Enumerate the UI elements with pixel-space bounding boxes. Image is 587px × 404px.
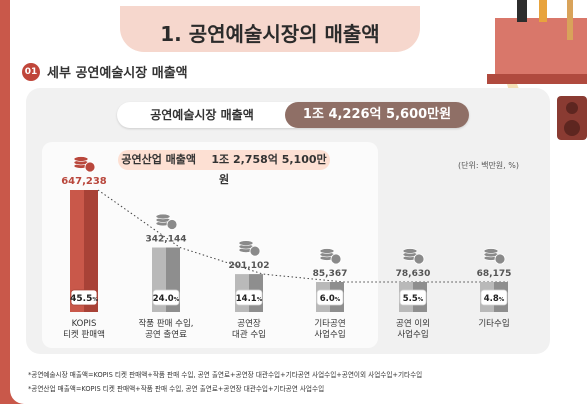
- footnote-industry: *공연산업 매출액=KOPIS 티켓 판매액+작품 판매 수입, 공연 출연료+…: [28, 385, 325, 393]
- coin-stack-icon: [483, 248, 499, 254]
- value-label: 647,238: [61, 176, 107, 187]
- section-title: 세부 공연예술시장 매출액: [47, 66, 188, 81]
- footnote-market: *공연예술시장 매출액=KOPIS 티켓 판매액+작품 판매 수입, 공연 출연…: [28, 371, 423, 379]
- coin-stack-icon: [155, 213, 171, 220]
- bar: [70, 190, 84, 312]
- coin-icon: [413, 253, 425, 265]
- market-total-pill: 공연예술시장 매출액 1조 4,226억 5,600만원: [117, 102, 469, 128]
- category-label: 대관 수입: [232, 329, 266, 340]
- coin-stack-icon: [402, 248, 418, 254]
- category-label: 티켓 판매액: [63, 329, 105, 340]
- category-label: 공연 이외: [396, 318, 430, 329]
- section-number-badge: 01: [22, 62, 40, 81]
- coin-icon: [330, 253, 342, 265]
- coin-icon: [494, 253, 506, 265]
- industry-total-value: 1조 2,758억 5,100만원: [211, 153, 327, 186]
- share-label: 6.0%: [320, 294, 341, 304]
- share-badge: [480, 289, 508, 306]
- coin-icon: [166, 219, 178, 230]
- coin-stack-icon: [73, 156, 89, 162]
- category-label: 기타수입: [478, 319, 509, 329]
- share-badge: [316, 289, 344, 306]
- share-badge: [235, 289, 263, 306]
- value-label: 78,630: [396, 269, 431, 279]
- category-label: 공연 출연료: [145, 329, 187, 340]
- market-total-value: 1조 4,226억 5,600만원: [285, 102, 469, 128]
- category-label: KOPIS: [72, 319, 97, 329]
- share-badge: [399, 289, 427, 306]
- share-label: 4.8%: [484, 294, 505, 304]
- coin-icon: [249, 245, 261, 257]
- share-label: 45.5%: [70, 294, 98, 304]
- page-title: 1. 공연예술시장의 매출액: [160, 22, 380, 46]
- section-heading: 01 세부 공연예술시장 매출액: [22, 62, 188, 81]
- category-label: 기타공연: [314, 319, 345, 329]
- share-label: 5.5%: [403, 294, 424, 304]
- share-badge: [152, 289, 180, 306]
- category-label: 사업수입: [397, 330, 428, 340]
- bar-shade: [84, 190, 98, 312]
- title-band: 1. 공연예술시장의 매출액: [120, 6, 420, 52]
- value-label: 68,175: [477, 269, 512, 279]
- coin-stack-icon: [238, 240, 254, 246]
- share-label: 24.0%: [153, 294, 180, 304]
- unit-note: (단위: 백만원, %): [458, 161, 519, 170]
- market-total-label: 공연예술시장 매출액: [150, 108, 254, 122]
- value-label: 201,102: [229, 261, 270, 271]
- category-label: 작품 판매 수입,: [138, 318, 193, 329]
- industry-total-pill: 공연산업 매출액 1조 2,758억 5,100만원: [118, 150, 330, 186]
- share-badge: [70, 289, 98, 306]
- value-label: 85,367: [313, 269, 348, 279]
- category-label: 공연장: [237, 318, 261, 329]
- share-label: 14.1%: [236, 294, 263, 304]
- category-label: 사업수입: [314, 330, 345, 340]
- trend-line: [97, 189, 508, 283]
- coin-stack-icon: [319, 248, 335, 254]
- value-label: 342,144: [146, 235, 187, 245]
- industry-total-label: 공연산업 매출액: [121, 153, 197, 166]
- coin-icon: [84, 161, 96, 173]
